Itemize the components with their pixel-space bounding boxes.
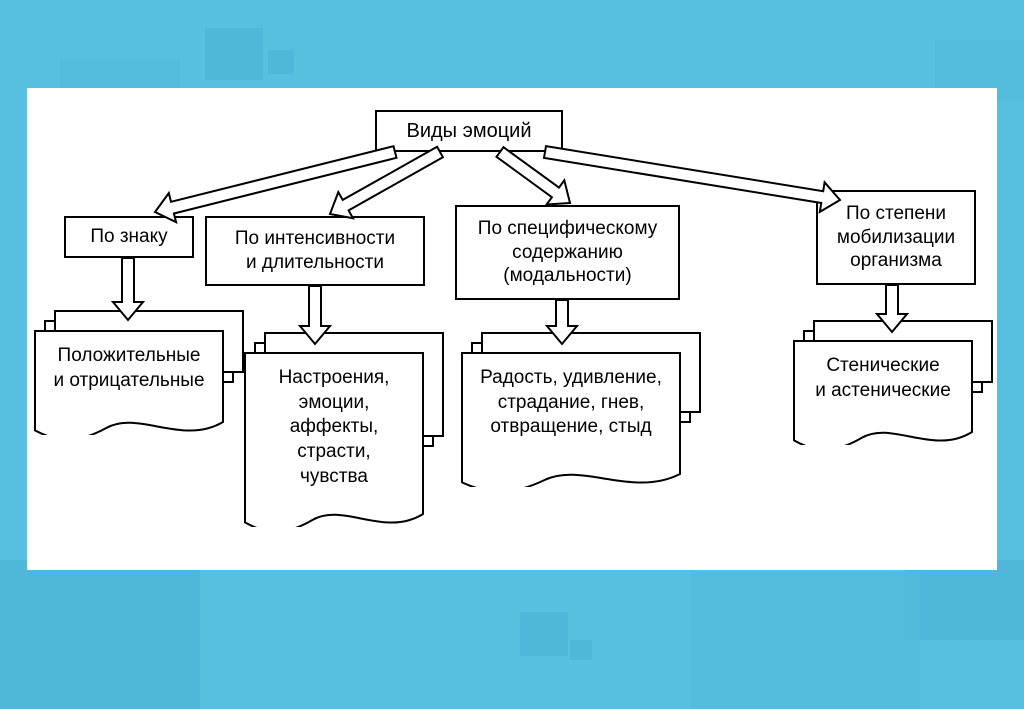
bg-decor-rect [905,560,1024,640]
category-box-mobilize: По степенимобилизацииорганизма [816,190,976,285]
bg-decor-rect [205,28,263,80]
note-front-page: Радость, удивление,страдание, гнев,отвра… [461,352,681,487]
leaf-stack-mobilize: Стеническиеи астенические [793,320,993,445]
bg-decor-rect [0,560,200,709]
arrow [155,146,397,222]
leaf-stack-modality: Радость, удивление,страдание, гнев,отвра… [461,332,701,487]
bg-decor-rect [570,640,592,660]
leaf-stack-sign: Положительныеи отрицательные [34,310,244,435]
diagram-panel: Виды эмоций По знаку По интенсивностии д… [27,88,997,570]
slide-background: Виды эмоций По знаку По интенсивностии д… [0,0,1024,709]
leaf-text: Стеническиеи астенические [801,354,965,403]
leaf-text: Положительныеи отрицательные [42,344,216,393]
note-front-page: Настроения,эмоции,аффекты,страсти,чувств… [244,352,424,527]
leaf-text: Радость, удивление,страдание, гнев,отвра… [469,366,673,440]
category-box-intensity: По интенсивностии длительности [205,216,425,286]
category-box-sign: По знаку [64,216,194,258]
root-box: Виды эмоций [375,110,563,152]
note-front-page: Положительныеи отрицательные [34,330,224,435]
bg-decor-rect [268,50,294,74]
arrow [330,147,443,218]
bg-decor-rect [690,572,920,709]
arrow [497,147,571,204]
leaf-text: Настроения,эмоции,аффекты,страсти,чувств… [252,366,416,489]
arrow [544,146,840,212]
category-box-modality: По специфическомусодержанию(модальности) [455,205,680,300]
bg-decor-rect [520,612,568,656]
note-front-page: Стеническиеи астенические [793,340,973,445]
leaf-stack-intensity: Настроения,эмоции,аффекты,страсти,чувств… [244,332,444,527]
